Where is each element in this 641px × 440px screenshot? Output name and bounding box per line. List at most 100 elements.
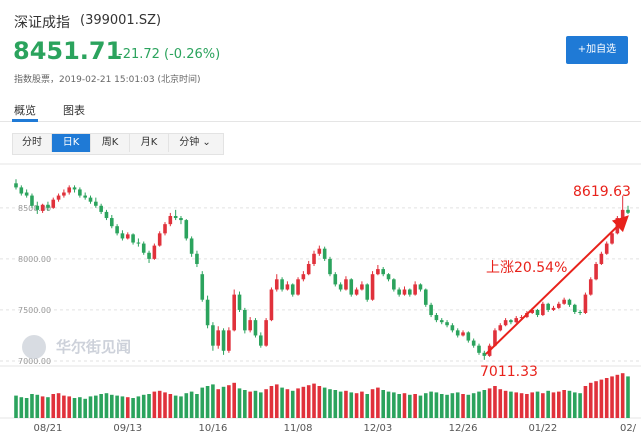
candle-body <box>253 320 258 336</box>
volume-bar <box>14 395 18 418</box>
volume-bar <box>429 391 433 418</box>
candle-body <box>541 303 545 316</box>
volume-bar <box>56 393 61 418</box>
volume-bar <box>610 376 614 418</box>
volume-bar <box>333 390 338 418</box>
period-button[interactable]: 分钟 ⌄ <box>179 137 211 148</box>
volume-bar <box>274 384 279 418</box>
annotation: 上涨20.54% <box>486 260 567 276</box>
candle-body <box>461 332 465 336</box>
candle-body <box>46 204 50 208</box>
candle-body <box>338 284 343 290</box>
candle-body <box>67 187 72 193</box>
volume-bar <box>173 395 178 418</box>
volume-bar <box>312 383 316 418</box>
candle-body <box>594 263 598 280</box>
period-button[interactable]: 月K <box>130 134 169 152</box>
candle-body <box>583 294 588 313</box>
volume-bar <box>466 394 471 418</box>
tab[interactable]: 图表 <box>63 104 85 117</box>
candle-body <box>243 309 247 331</box>
volume-bar <box>184 393 189 418</box>
candle-body <box>429 304 433 316</box>
candle-body <box>72 187 77 190</box>
x-tick-label: 08/21 <box>34 423 63 434</box>
candle-body <box>40 204 45 211</box>
candle-body <box>136 242 141 244</box>
period-button[interactable]: 日K <box>52 134 91 152</box>
volume-bar <box>482 390 487 418</box>
index-code: (399001.SZ) <box>80 13 162 28</box>
volume-bar <box>360 391 364 418</box>
candle-body <box>567 299 572 305</box>
candle-body <box>344 279 348 290</box>
volume-bar <box>19 397 24 418</box>
candle-body <box>163 224 167 234</box>
volume-bar <box>51 394 56 418</box>
volume-bar <box>386 391 391 418</box>
candle-body <box>408 289 412 295</box>
candle-body <box>530 309 535 313</box>
volume-bar <box>67 396 72 418</box>
candle-body <box>152 245 157 259</box>
candle-body <box>392 279 396 290</box>
volume-bar <box>94 395 98 418</box>
volume-bar <box>365 394 370 418</box>
candle-body <box>546 303 550 310</box>
candle-body <box>227 330 231 351</box>
candle-body <box>83 195 87 198</box>
candle-body <box>413 284 417 295</box>
volume-bar <box>227 385 231 418</box>
candle-body <box>578 311 582 313</box>
candle-body <box>477 345 481 353</box>
candle-body <box>471 340 476 346</box>
candle-body <box>205 299 210 326</box>
volume-bar <box>99 394 103 418</box>
candle-body <box>131 234 135 243</box>
volume-bar <box>104 393 109 418</box>
x-tick-label: 12/03 <box>363 423 392 434</box>
candle-body <box>147 252 151 259</box>
candle-body <box>259 335 263 346</box>
candle-body <box>232 294 236 331</box>
period-button[interactable]: 周K <box>91 134 130 152</box>
candle-body <box>610 233 614 244</box>
volume-bar <box>620 373 625 418</box>
add-button[interactable]: +加自选 <box>566 36 628 64</box>
candle-body <box>35 205 40 210</box>
annotation: 8619.63 <box>573 184 631 200</box>
volume-bar <box>546 390 550 418</box>
volume-bar <box>338 391 343 418</box>
volume-bar <box>88 396 93 418</box>
change: -21.72 (-0.26%) <box>118 47 221 62</box>
volume-bar <box>205 386 210 418</box>
volume-bar <box>163 392 167 418</box>
candle-body <box>322 248 327 259</box>
candle-body <box>179 218 183 221</box>
volume-bar <box>471 393 476 418</box>
candle-body <box>572 304 577 312</box>
volume-bar <box>615 374 620 418</box>
period-button[interactable]: 分时 <box>13 134 52 152</box>
candle-body <box>248 320 252 331</box>
volume-bar <box>418 395 423 418</box>
candle-body <box>285 284 290 290</box>
candle-body <box>354 289 359 295</box>
candle-body <box>301 274 306 280</box>
watermark: 华尔街见闻 <box>56 338 131 356</box>
volume-bar <box>46 397 50 418</box>
candle-body <box>370 274 375 300</box>
tab[interactable]: 概览 <box>14 104 36 117</box>
candle-body <box>269 289 274 321</box>
volume-bar <box>35 394 40 418</box>
candle-body <box>333 274 338 285</box>
volume-bar <box>306 385 311 418</box>
volume-bar <box>525 394 529 418</box>
volume-bar <box>535 391 540 418</box>
volume-bar <box>280 387 284 418</box>
volume-bar <box>83 398 87 418</box>
candle-body <box>125 234 130 239</box>
candle-body <box>599 253 604 264</box>
candle-body <box>450 325 455 331</box>
x-tick-label: 12/26 <box>449 423 478 434</box>
